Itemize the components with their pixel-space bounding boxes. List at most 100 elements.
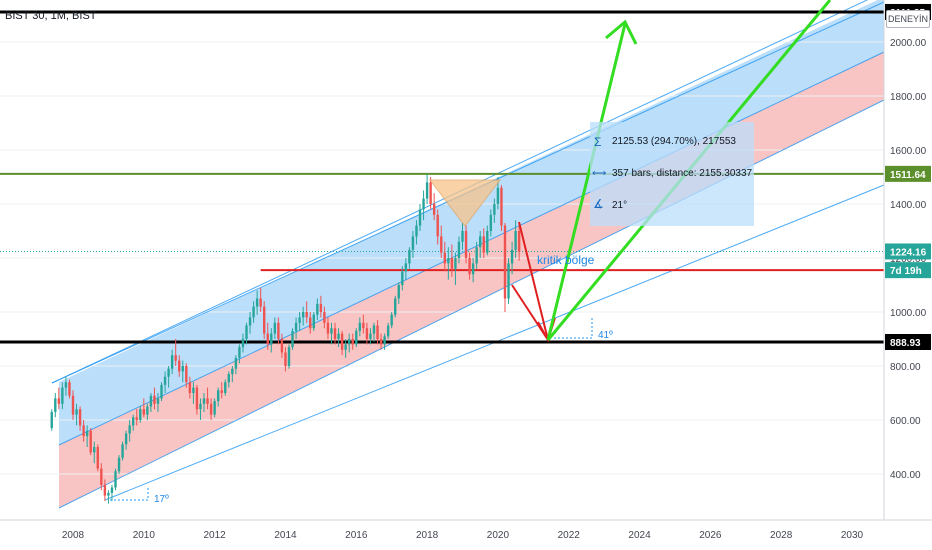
- candle-body: [170, 355, 174, 369]
- candle-body: [238, 347, 241, 358]
- candle-body: [298, 317, 301, 323]
- price-tick: 1800.00: [890, 92, 927, 103]
- candle-body: [482, 236, 485, 253]
- angle-41-marker: [554, 318, 593, 339]
- time-tick: 2020: [487, 530, 510, 541]
- trial-button[interactable]: DENEYİN: [886, 10, 930, 28]
- price-tick: 800.00: [890, 362, 921, 373]
- candle-body: [330, 328, 333, 334]
- candle-body: [468, 258, 471, 275]
- candle-body: [245, 325, 248, 339]
- price-tick: 1200.00: [890, 254, 927, 265]
- candle-body: [57, 398, 61, 404]
- candle-body: [263, 306, 266, 334]
- time-tick: 2030: [841, 530, 864, 541]
- candle-body: [415, 225, 418, 237]
- measure-angle-text: 21°: [612, 200, 627, 211]
- candle-body: [195, 387, 199, 410]
- time-tick: 2026: [699, 530, 722, 541]
- candle-body: [185, 366, 188, 383]
- candle-body: [224, 382, 227, 393]
- candle-body: [447, 258, 450, 264]
- candle-body: [475, 247, 478, 264]
- candle-body: [82, 425, 85, 437]
- candle-body: [248, 317, 252, 326]
- candle-body: [503, 225, 507, 299]
- candle-body: [471, 263, 475, 275]
- candle-body: [234, 357, 238, 369]
- candle-body: [464, 231, 468, 258]
- candle-body: [181, 366, 184, 372]
- price-label: 1224.16: [890, 247, 927, 258]
- candle-body: [78, 409, 82, 426]
- candle-body: [216, 390, 220, 402]
- candle-body: [213, 401, 216, 415]
- candle-body: [220, 390, 223, 393]
- time-tick: 2024: [628, 530, 651, 541]
- candle-body: [397, 285, 400, 299]
- candle-body: [128, 425, 131, 434]
- candle-body: [209, 403, 213, 415]
- candle-body: [326, 322, 330, 334]
- measure-price-text: 2125.53 (294.70%), 217553: [612, 136, 736, 147]
- candle-body: [394, 298, 397, 315]
- candle-body: [450, 258, 454, 269]
- candle-body: [124, 433, 128, 445]
- price-label-bg: [885, 262, 931, 279]
- price-tick: 1400.00: [890, 200, 927, 211]
- price-label-bg: [885, 165, 931, 182]
- time-tick: 2012: [204, 530, 227, 541]
- time-tick: 2016: [345, 530, 368, 541]
- kritik-label: kritik bölge: [537, 253, 595, 267]
- candle-body: [333, 328, 337, 339]
- candle-body: [301, 312, 305, 318]
- candle-body: [362, 322, 365, 329]
- price-label-bg: [885, 333, 931, 350]
- candle-body: [199, 403, 202, 410]
- candle-body: [117, 457, 121, 472]
- candle-body: [206, 398, 209, 404]
- candle-body: [386, 325, 390, 337]
- candle-body: [461, 231, 464, 242]
- measure-bars-text: 357 bars, distance: 2155.30337: [612, 168, 753, 179]
- candle-body: [500, 187, 503, 226]
- triangle-shape: [428, 179, 502, 227]
- candle-body: [305, 312, 308, 318]
- angle-41-label: 41º: [598, 330, 613, 341]
- time-tick: 2022: [558, 530, 581, 541]
- candle-body: [432, 204, 436, 215]
- time-tick: 2018: [416, 530, 439, 541]
- time-tick: 2028: [770, 530, 793, 541]
- candle-body: [436, 214, 439, 237]
- candle-body: [294, 322, 298, 331]
- candle-body: [457, 241, 461, 258]
- candle-body: [54, 398, 57, 412]
- time-axis[interactable]: 2008 2010 2012 2014 2016 2018 2020 2022 2024 2026…: [0, 519, 932, 550]
- candle-body: [280, 339, 284, 353]
- candle-body: [418, 209, 422, 226]
- measure-rect: [590, 122, 754, 226]
- green-arrow-head: [605, 19, 638, 45]
- candle-body: [425, 182, 429, 199]
- red-zone: [59, 52, 884, 508]
- candle-body: [107, 492, 110, 496]
- price-label: 888.93: [890, 338, 921, 349]
- candle-body: [255, 298, 259, 307]
- candle-body: [454, 258, 457, 269]
- candle-body: [96, 447, 99, 469]
- candles: [50, 174, 521, 504]
- candle-body: [496, 187, 500, 204]
- candle-body: [163, 376, 167, 385]
- candle-body: [121, 444, 124, 458]
- channel-line: [58, 99, 885, 509]
- candle-body: [517, 231, 521, 252]
- candle-body: [486, 231, 489, 253]
- candle-body: [510, 249, 514, 264]
- candle-body: [365, 328, 369, 339]
- candle-body: [507, 263, 510, 299]
- candle-body: [383, 336, 386, 345]
- price-axis[interactable]: 2200.002000.001800.001600.001400.001200.…: [883, 0, 932, 550]
- candle-body: [355, 330, 358, 345]
- angle-17-marker: [110, 488, 149, 501]
